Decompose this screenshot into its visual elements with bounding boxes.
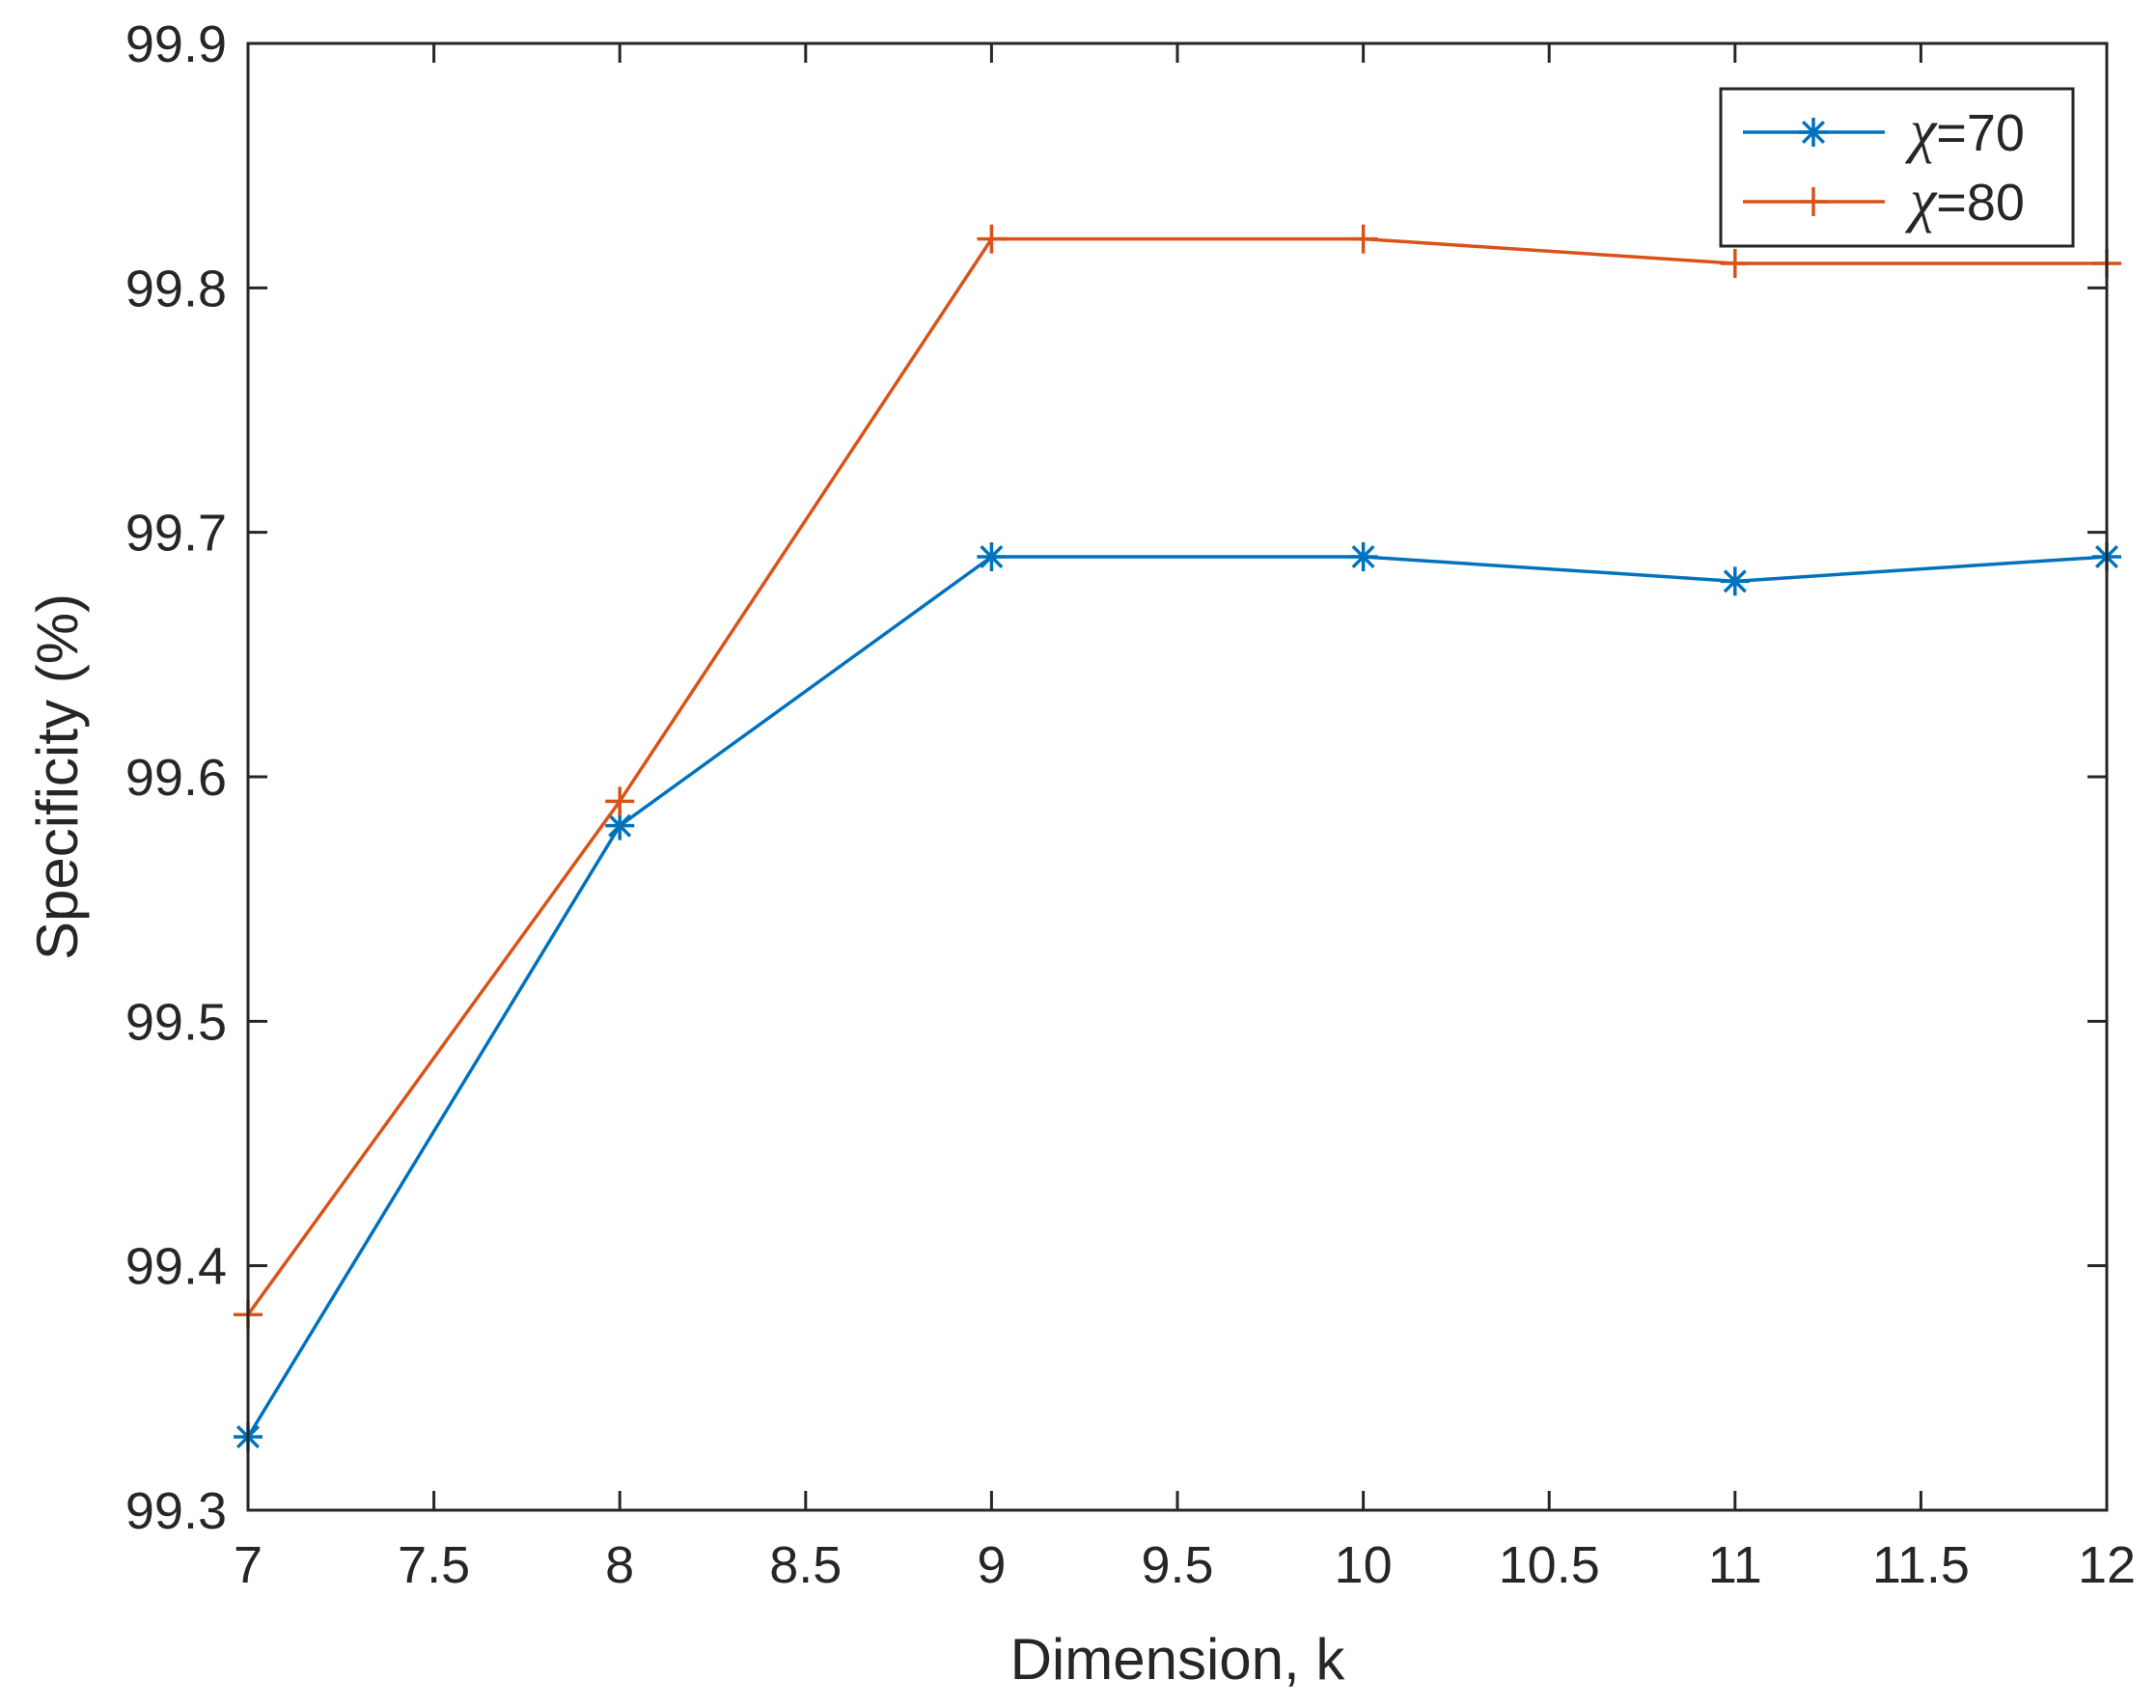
series-2-point-3	[977, 224, 1007, 254]
series-2-point-2	[605, 786, 635, 816]
y-tick-label: 99.9	[125, 15, 227, 73]
x-tick-label: 8	[605, 1536, 634, 1594]
x-tick-label: 9.5	[1141, 1536, 1213, 1594]
ticks-layer: 7 7.5 8 8.5 9 9.5 10 10.5 11 11.5 1299.399.499.599…	[125, 15, 2136, 1594]
x-tick-label: 9	[977, 1536, 1006, 1594]
legend-value: =80	[1936, 174, 2025, 232]
x-axis-title: Dimension, k	[1010, 1627, 1346, 1692]
x-tick-label: 12	[2078, 1536, 2136, 1594]
series-1-point-2	[605, 811, 635, 840]
legend-chi-symbol: χ	[1905, 168, 1938, 234]
legend-chi-symbol: χ	[1905, 98, 1938, 164]
x-tick-label: 7	[234, 1536, 263, 1594]
x-tick-label: 7.5	[398, 1536, 470, 1594]
y-tick-label: 99.7	[125, 505, 227, 563]
legend-entry-1: χ=70	[1743, 98, 2025, 164]
series-2-point-4	[1348, 224, 1378, 254]
legend-entry-2: χ=80	[1743, 168, 2025, 234]
x-tick-label: 10	[1335, 1536, 1393, 1594]
x-tick-label: 11	[1708, 1536, 1762, 1594]
x-tick-label: 10.5	[1499, 1536, 1600, 1594]
legend-marker	[1799, 187, 1828, 216]
y-tick-label: 99.8	[125, 260, 227, 317]
y-tick-label: 99.5	[125, 993, 227, 1051]
y-axis-title: Specificity (%)	[25, 593, 90, 960]
x-tick-label: 8.5	[769, 1536, 842, 1594]
legend-label: χ=80	[1905, 168, 2025, 234]
y-tick-label: 99.6	[125, 749, 227, 807]
legend-marker	[1799, 118, 1828, 147]
series-1-point-4	[1348, 542, 1378, 571]
x-tick-label: 11.5	[1872, 1536, 1970, 1594]
legend-label: χ=70	[1905, 98, 2025, 164]
series-1-point-3	[977, 542, 1007, 571]
y-tick-label: 99.3	[125, 1482, 227, 1540]
series-1-point-5	[1720, 566, 1750, 596]
legend-value: =70	[1936, 104, 2025, 162]
y-tick-label: 99.4	[125, 1238, 227, 1296]
legend: χ=70χ=80	[1719, 87, 2075, 248]
series-1-line	[246, 555, 2108, 1438]
legend-box	[1719, 87, 2075, 248]
series-2-point-5	[1720, 249, 1750, 278]
series-2-line	[246, 236, 2107, 1316]
